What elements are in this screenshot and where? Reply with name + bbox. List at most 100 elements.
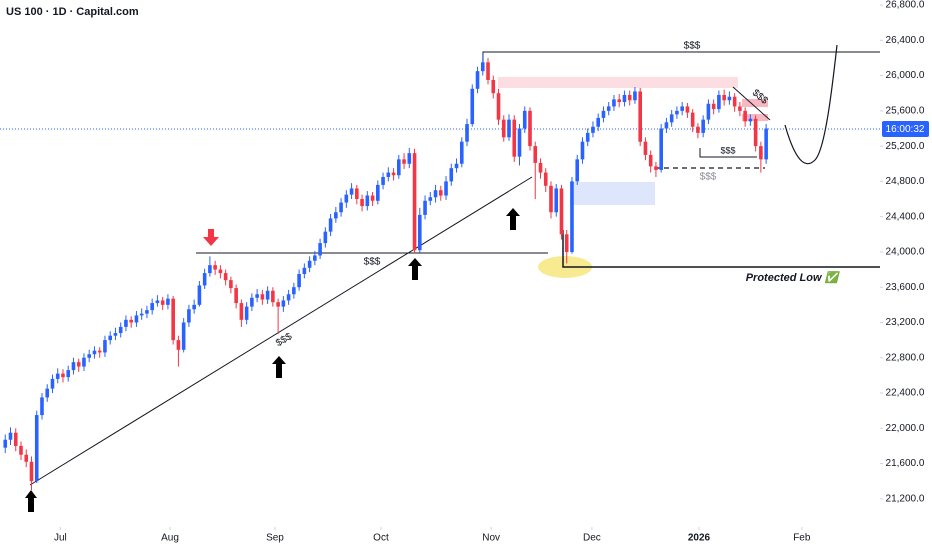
candle-body <box>244 306 249 320</box>
candle-body <box>218 269 223 274</box>
x-tick-label: Aug <box>161 533 179 544</box>
candle-body <box>34 415 39 482</box>
candle-body <box>517 128 522 157</box>
candle-body <box>339 202 343 213</box>
candle-body <box>318 243 322 256</box>
candle-body <box>166 298 170 305</box>
candle-body <box>444 181 448 196</box>
trend-line <box>29 176 533 486</box>
drawings <box>0 44 880 512</box>
candle-body <box>355 188 359 200</box>
countdown: 16:00:32 <box>886 124 925 135</box>
candle-body <box>8 432 13 440</box>
demand-zone <box>570 182 655 205</box>
x-tick-label: Oct <box>373 533 389 544</box>
supply-zone <box>742 114 768 121</box>
candle-body <box>454 163 459 169</box>
candle-body <box>108 335 112 341</box>
candle-body <box>286 294 291 301</box>
candle-body <box>554 188 559 213</box>
candle-body <box>480 62 485 72</box>
liquidity-line <box>482 51 880 65</box>
candle-body <box>764 128 768 160</box>
annotation: Protected Low ✅ <box>746 271 841 284</box>
up-arrow <box>272 356 286 378</box>
x-tick-label: Jul <box>54 533 67 544</box>
supply-zone <box>742 99 768 107</box>
candle-body <box>24 454 29 462</box>
candle-body <box>365 195 370 207</box>
candle-body <box>292 287 296 295</box>
candle-body <box>549 185 553 213</box>
trend-line <box>732 86 771 121</box>
annotation: $$$ <box>720 145 735 155</box>
candle-body <box>134 315 139 323</box>
y-tick-label: 22,400.0 <box>886 388 925 399</box>
candle-body <box>176 340 181 350</box>
y-tick-label: 24,400.0 <box>886 211 925 222</box>
candle-body <box>19 445 23 455</box>
candle-body <box>139 313 144 316</box>
candle-body <box>55 373 60 379</box>
annotation: $$$ <box>364 257 381 268</box>
annotation: $$$ <box>684 41 701 52</box>
candle-body <box>124 319 128 327</box>
candle-body <box>622 94 627 103</box>
candle-body <box>664 122 669 129</box>
candle-body <box>701 119 705 133</box>
y-tick-label: 23,200.0 <box>886 317 925 328</box>
candle-body <box>192 304 196 310</box>
down-arrow <box>203 229 219 246</box>
candle-body <box>438 190 443 196</box>
candle-body <box>638 91 642 142</box>
y-tick-label: 26,000.0 <box>886 70 925 81</box>
candle-body <box>213 265 217 270</box>
y-tick-label: 24,800.0 <box>886 176 925 187</box>
candle-body <box>465 124 469 142</box>
candle-body <box>229 280 233 289</box>
y-tick-label: 21,200.0 <box>886 493 925 504</box>
price-tag <box>882 121 929 137</box>
candle-body <box>533 146 538 163</box>
candle-body <box>181 322 186 350</box>
candle-body <box>601 110 606 118</box>
candle-body <box>381 176 385 185</box>
y-tick-label: 22,800.0 <box>886 352 925 363</box>
candle-body <box>71 362 76 371</box>
candle-body <box>659 128 663 170</box>
candle-body <box>118 326 123 334</box>
candle-body <box>82 357 86 367</box>
candles <box>3 53 768 491</box>
candle-body <box>654 166 658 170</box>
protected-low-line <box>562 230 880 268</box>
candle-body <box>61 373 65 378</box>
candle-body <box>344 194 349 203</box>
candle-body <box>334 212 338 219</box>
candle-body <box>208 265 212 274</box>
x-tick-label: 2026 <box>688 533 711 544</box>
candle-body <box>328 218 333 232</box>
candle-body <box>522 110 527 129</box>
candle-body <box>685 106 690 113</box>
candle-body <box>748 118 753 122</box>
candle-body <box>239 303 244 320</box>
candle-body <box>13 432 18 446</box>
candle-body <box>234 288 238 304</box>
candle-body <box>706 103 711 120</box>
candle-body <box>97 350 102 353</box>
annotation: $$$ <box>700 172 717 183</box>
candle-body <box>160 300 165 305</box>
candle-body <box>512 119 517 157</box>
candle-body <box>580 141 585 160</box>
chart-title: US 100 · 1D · Capital.com <box>6 6 139 18</box>
candle-body <box>265 290 270 300</box>
candle-body <box>596 117 601 127</box>
up-arrow <box>506 208 520 230</box>
candle-body <box>559 188 564 235</box>
candle-body <box>391 172 396 176</box>
candle-body <box>407 153 412 164</box>
candle-body <box>260 294 265 300</box>
y-tick-label: 22,000.0 <box>886 423 925 434</box>
candle-body <box>617 99 622 103</box>
